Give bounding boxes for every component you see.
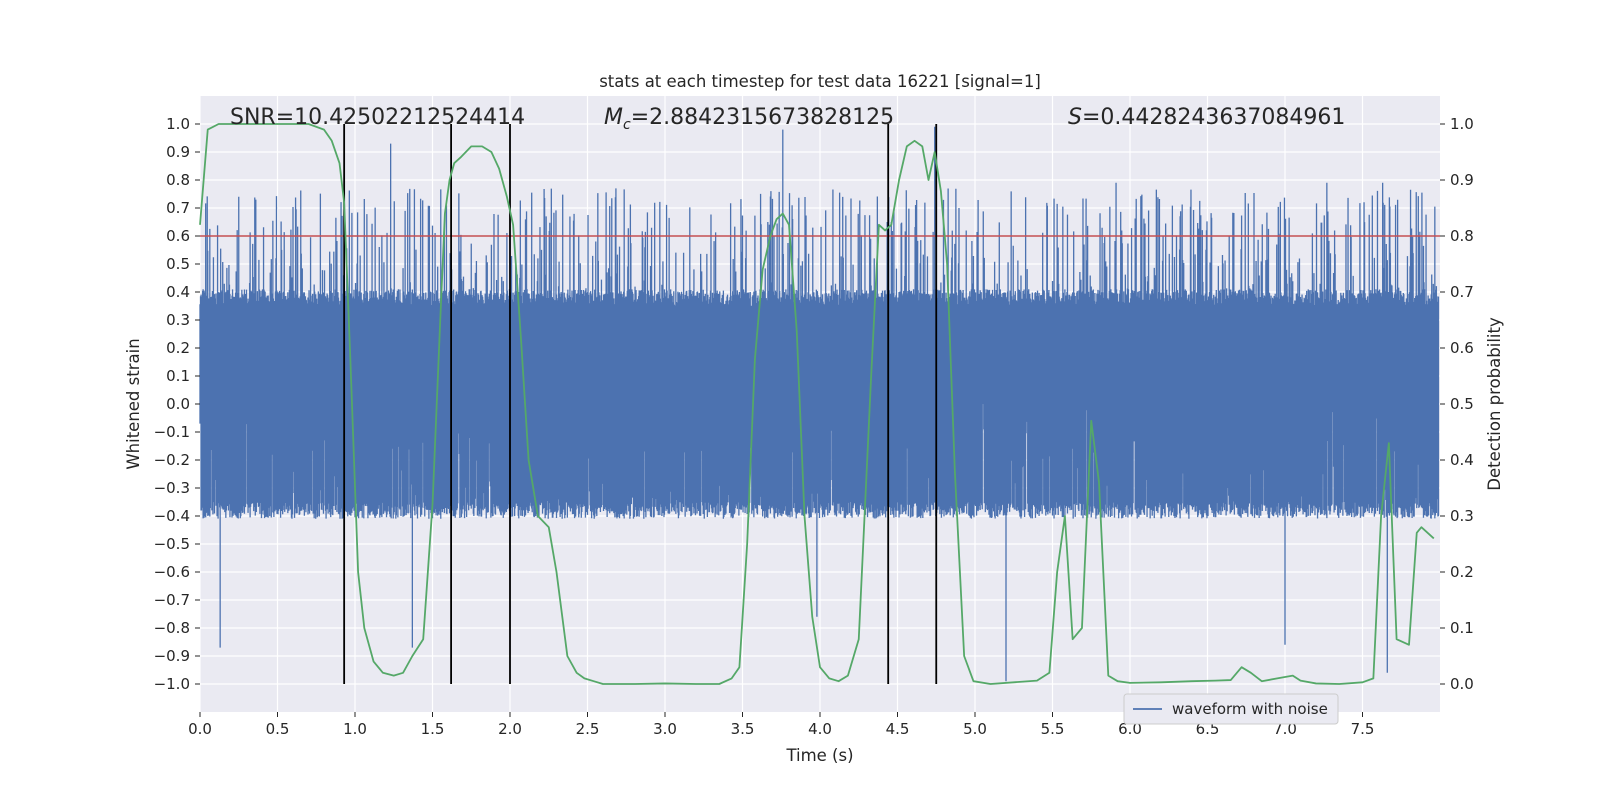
- y-tick-label: −0.5: [154, 535, 190, 553]
- s-symbol: S: [1068, 105, 1082, 130]
- x-tick-label: 4.5: [886, 720, 910, 738]
- y2-tick-label: 0.7: [1450, 283, 1474, 301]
- y2-tick-label: 0.2: [1450, 563, 1474, 581]
- probability-line: [199, 123, 1435, 685]
- x-tick-label: 3.5: [731, 720, 755, 738]
- chirp-mass-symbol: M: [604, 105, 623, 130]
- x-tick-label: 1.0: [343, 720, 367, 738]
- y-tick-label: −0.7: [154, 591, 190, 609]
- y2-tick-label: 0.3: [1450, 507, 1474, 525]
- y-tick-label: −0.9: [154, 647, 190, 665]
- y-tick-label: 0.9: [166, 143, 190, 161]
- legend-box: [1123, 693, 1339, 725]
- y-tick-label: 0.1: [166, 367, 190, 385]
- y-tick-label: 0.5: [166, 255, 190, 273]
- y-tick-label: 0.7: [166, 199, 190, 217]
- snr-annotation: SNR=10.42502212524414: [230, 105, 525, 130]
- y2-tick-label: 0.8: [1450, 227, 1474, 245]
- y-tick-label: 0.8: [166, 171, 190, 189]
- y-tick-label: −0.3: [154, 479, 190, 497]
- y2-tick-label: 0.9: [1450, 171, 1474, 189]
- x-tick-label: 5.0: [963, 720, 987, 738]
- x-tick-label: 3.0: [653, 720, 677, 738]
- y-tick-label: 0.6: [166, 227, 190, 245]
- x-tick-label: 5.5: [1041, 720, 1065, 738]
- y2-tick-label: 0.5: [1450, 395, 1474, 413]
- chirp-mass-subscript: c: [623, 117, 631, 133]
- y2-axis-label: Detection probability: [1485, 317, 1504, 491]
- x-tick-label: 2.0: [498, 720, 522, 738]
- y-tick-label: 0.0: [166, 395, 190, 413]
- x-tick-label: 4.0: [808, 720, 832, 738]
- y-tick-label: 0.2: [166, 339, 190, 357]
- y-tick-label: 0.4: [166, 283, 190, 301]
- x-tick-label: 0.5: [266, 720, 290, 738]
- probability-series: [199, 123, 1435, 685]
- chirp-mass-annotation: Mc=2.8842315673828125: [604, 105, 894, 133]
- axis-layer: 0.0 0.5 1.0 1.5 2.0 2.5 3.0 3.5 4.0 4.5 5.0 5.5 6.0 6…: [154, 115, 1474, 738]
- legend-label-waveform: waveform with noise: [1172, 700, 1328, 718]
- legend: waveform with noise: [1123, 693, 1339, 725]
- chirp-mass-value: =2.8842315673828125: [631, 105, 894, 130]
- y-tick-label: −0.6: [154, 563, 190, 581]
- x-tick-label: 7.5: [1351, 720, 1375, 738]
- x-tick-label: 2.5: [576, 720, 600, 738]
- x-axis-label: Time (s): [785, 746, 853, 765]
- y-tick-label: −1.0: [154, 675, 190, 693]
- s-value: =0.4428243637084961: [1082, 105, 1345, 130]
- y2-tick-label: 0.0: [1450, 675, 1474, 693]
- x-tick-label: 0.0: [188, 720, 212, 738]
- y-tick-label: 1.0: [166, 115, 190, 133]
- y2-tick-label: 0.6: [1450, 339, 1474, 357]
- y-axis-label: Whitened strain: [124, 338, 143, 469]
- y2-tick-label: 0.4: [1450, 451, 1474, 469]
- y-tick-label: −0.4: [154, 507, 190, 525]
- y-tick-label: 0.3: [166, 311, 190, 329]
- y2-tick-label: 0.1: [1450, 619, 1474, 637]
- s-annotation: S=0.4428243637084961: [1068, 105, 1345, 130]
- chart-title: stats at each timestep for test data 162…: [599, 72, 1041, 91]
- y-tick-label: −0.1: [154, 423, 190, 441]
- y-tick-label: −0.2: [154, 451, 190, 469]
- y-tick-label: −0.8: [154, 619, 190, 637]
- x-tick-label: 1.5: [421, 720, 445, 738]
- y2-tick-label: 1.0: [1450, 115, 1474, 133]
